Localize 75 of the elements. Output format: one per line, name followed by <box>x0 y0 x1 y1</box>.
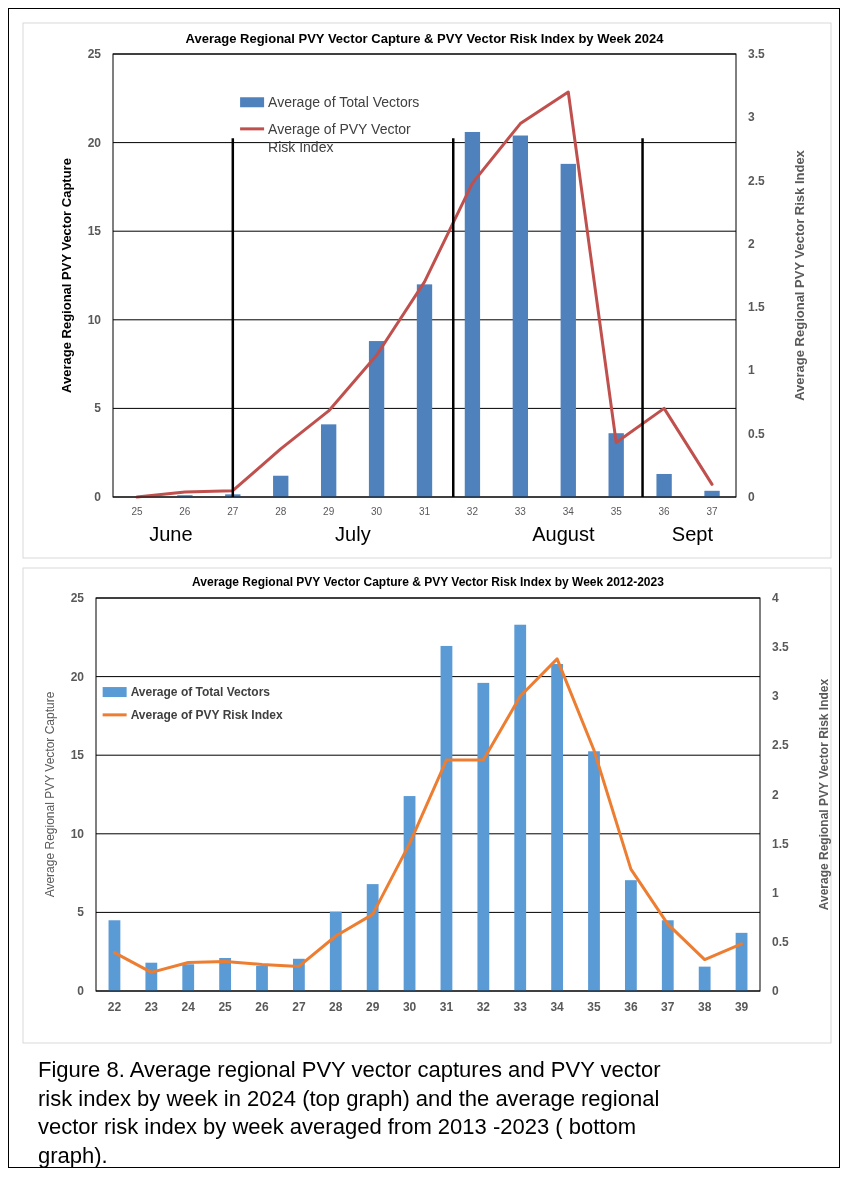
x-tick-label: 24 <box>181 1000 196 1014</box>
y2-axis-title: Average Regional PVY Vector Risk Index <box>817 678 831 911</box>
x-tick-label: 35 <box>610 506 623 517</box>
legend-label: Average of PVY Vector Risk Index <box>268 120 412 155</box>
x-tick-label: 28 <box>275 506 287 517</box>
y-axis-title: Average Regional PVY Vector Capture <box>59 158 74 393</box>
y2-tick-label: 3 <box>772 689 779 704</box>
text: July <box>335 523 371 545</box>
legend-label: Average of Total Vectors <box>130 685 271 700</box>
x-tick-label: 30 <box>402 1000 417 1014</box>
x-tick-label: 28 <box>329 1000 343 1014</box>
y2-tick-label: 0.5 <box>772 934 790 949</box>
x-tick-label: 33 <box>514 506 527 517</box>
y-tick-label: 15 <box>70 748 85 763</box>
chart-title: Average Regional PVY Vector Capture & PVY Vector Risk Index by Week 2012-2023 <box>192 575 665 589</box>
x-tick-label: 31 <box>439 1000 454 1014</box>
x-tick-label: 34 <box>550 1000 565 1014</box>
chart-title: Average Regional PVY Vector Capture & PVY Vector Risk Index by Week 2024 <box>185 31 665 46</box>
y2-tick-label: 2 <box>772 787 779 802</box>
x-tick-label: 27 <box>292 1000 306 1014</box>
y-tick-label: 0 <box>94 490 102 504</box>
x-tick-label: 35 <box>587 1000 601 1014</box>
y2-tick-label: 0 <box>772 984 779 998</box>
y2-tick-label: 2 <box>748 236 755 251</box>
y2-tick-label: 3.5 <box>772 640 790 655</box>
x-tick-label: 23 <box>144 1000 159 1014</box>
y2-tick-label: 0.5 <box>748 426 766 441</box>
text: August <box>532 523 596 545</box>
y2-tick-label: 1.5 <box>748 300 766 315</box>
y2-tick-label: 1 <box>748 363 755 378</box>
legend-label: Average of PVY Risk Index <box>130 708 284 723</box>
x-tick-label: 22 <box>107 1000 122 1014</box>
caption: Figure 8. Average regional PVY vector captures and PVY vector risk index by week in 2024 (top graph) and the average regional vector risk index by week averaged from 2013 -2023 ( bottom graph). <box>38 1057 661 1168</box>
text: June <box>149 523 193 545</box>
x-tick-label: 38 <box>697 1000 712 1014</box>
x-tick-label: 30 <box>371 506 383 517</box>
y-tick-label: 15 <box>87 224 102 239</box>
x-tick-label: 33 <box>513 1000 528 1014</box>
y-tick-label: 20 <box>70 669 85 684</box>
y-tick-label: 10 <box>87 312 102 327</box>
y-tick-label: 5 <box>94 401 102 416</box>
x-tick-label: 31 <box>418 506 431 517</box>
x-tick-label: 26 <box>255 1000 269 1014</box>
x-tick-label: 25 <box>218 1000 233 1014</box>
x-tick-label: 37 <box>661 1000 675 1014</box>
y2-tick-label: 4 <box>772 591 779 605</box>
legend-label: Average of Total Vectors <box>268 94 420 111</box>
y-axis-title: Average Regional PVY Vector Capture <box>43 691 57 898</box>
text: Sept <box>671 523 714 545</box>
x-tick-label: 29 <box>323 506 335 517</box>
y-tick-label: 10 <box>70 826 85 841</box>
y-tick-label: 5 <box>77 905 85 920</box>
y2-axis-title: Average Regional PVY Vector Risk Index <box>792 149 807 401</box>
y2-tick-label: 3 <box>748 110 755 125</box>
y2-tick-label: 1 <box>772 885 779 900</box>
x-tick-label: 39 <box>734 1000 749 1014</box>
x-tick-label: 36 <box>624 1000 638 1014</box>
x-tick-label: 32 <box>476 1000 491 1014</box>
y-tick-label: 25 <box>70 591 85 605</box>
x-tick-label: 26 <box>179 506 191 517</box>
y2-tick-label: 3.5 <box>748 47 766 61</box>
y2-tick-label: 1.5 <box>772 836 790 851</box>
x-tick-label: 29 <box>365 1000 380 1014</box>
x-tick-label: 36 <box>658 506 671 517</box>
x-tick-label: 25 <box>131 506 143 517</box>
y-tick-label: 20 <box>87 135 102 150</box>
y-tick-label: 0 <box>77 984 85 998</box>
y2-tick-label: 2.5 <box>772 738 790 753</box>
x-tick-label: 34 <box>562 506 575 517</box>
x-tick-label: 37 <box>706 506 719 517</box>
y-tick-label: 25 <box>87 47 102 61</box>
y2-tick-label: 2.5 <box>748 173 766 188</box>
x-tick-label: 32 <box>466 506 479 517</box>
y2-tick-label: 0 <box>748 490 755 504</box>
x-tick-label: 27 <box>227 506 239 517</box>
